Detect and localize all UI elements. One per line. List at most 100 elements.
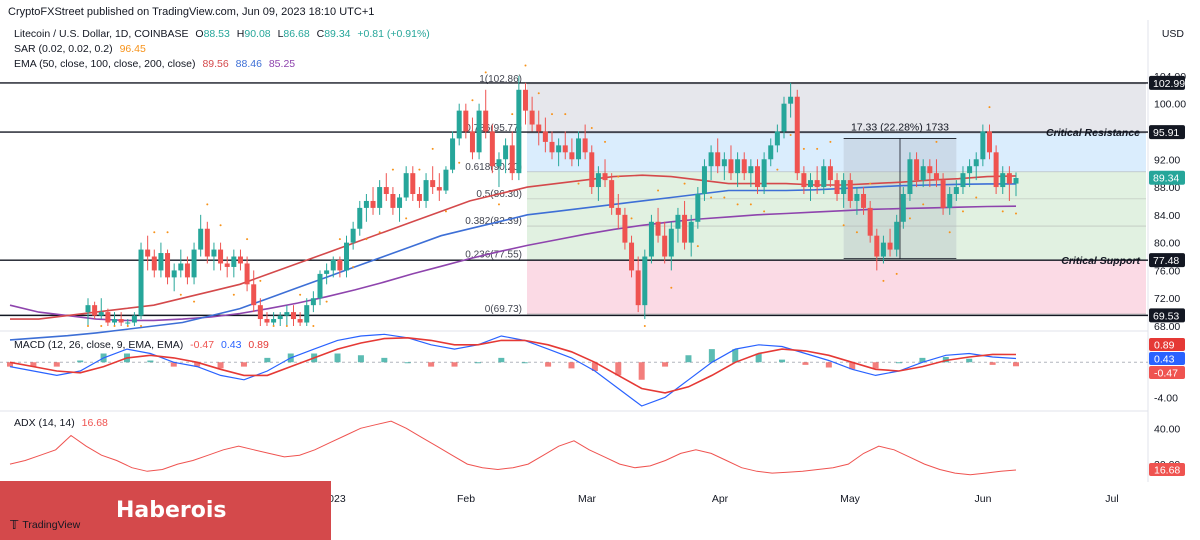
- ohlc-close: 89.34: [324, 28, 351, 40]
- critical-support-label: Critical Support: [1061, 255, 1140, 267]
- candle-body: [105, 312, 111, 323]
- sar-dot: [524, 64, 527, 67]
- candle-body: [986, 131, 992, 153]
- candle-body: [271, 319, 277, 323]
- candle-body: [728, 159, 734, 174]
- currency-label[interactable]: USD: [1161, 28, 1184, 40]
- candle-body: [165, 253, 171, 278]
- candle-body: [748, 166, 754, 174]
- candle-body: [516, 89, 522, 174]
- price-tick-label: 80.00: [1154, 238, 1180, 250]
- candle-body: [357, 207, 363, 229]
- adx-line: [9, 420, 1017, 476]
- sar-legend[interactable]: SAR (0.02, 0.02, 0.2) 96.45: [14, 43, 150, 55]
- candle-body: [900, 194, 906, 222]
- candle-body: [171, 270, 177, 278]
- candle-body: [615, 207, 621, 215]
- candle-body: [562, 145, 568, 153]
- watermark-banner: Haberois: [0, 481, 331, 540]
- candle-body: [542, 131, 548, 142]
- macd-histogram-bar: [849, 362, 856, 370]
- candle-body: [622, 214, 628, 243]
- sar-dot: [272, 325, 275, 327]
- candle-body: [184, 263, 190, 278]
- macd-histogram-bar: [357, 355, 364, 363]
- candle-body: [973, 159, 979, 167]
- macd-histogram-bar: [217, 362, 224, 369]
- candle-body: [436, 187, 442, 191]
- ema50-value: 89.56: [202, 58, 229, 70]
- candle-body: [198, 228, 204, 250]
- macd-histogram-bar: [498, 357, 505, 363]
- candle-body: [456, 110, 462, 139]
- macd-histogram-bar: [942, 357, 949, 363]
- sar-dot: [577, 182, 580, 185]
- ema100-value: 88.46: [235, 58, 262, 70]
- price-tick-label: 72.00: [1154, 293, 1180, 305]
- candle-body: [854, 194, 860, 201]
- candle-body: [370, 200, 376, 208]
- macd-histogram-bar: [147, 360, 154, 363]
- ohlc-close-label: C: [316, 28, 325, 40]
- candle-body: [178, 263, 184, 271]
- candle-body: [794, 96, 800, 174]
- sar-dot: [604, 140, 607, 143]
- macd-signal-value: 0.89: [248, 339, 269, 351]
- macd-legend[interactable]: MACD (12, 26, close, 9, EMA, EMA) -0.47 …: [14, 339, 273, 351]
- macd-histogram-bar: [474, 362, 481, 364]
- sar-dot: [683, 182, 686, 185]
- publish-header: CryptoFXStreet published on TradingView.…: [8, 6, 375, 18]
- macd-histogram-bar: [264, 357, 271, 363]
- candle-body: [145, 249, 151, 257]
- sar-dot: [842, 224, 845, 227]
- price-tick-label: 68.00: [1154, 321, 1180, 333]
- sar-dot: [431, 147, 434, 150]
- candle-body: [880, 242, 886, 257]
- candle-body: [397, 197, 403, 208]
- sar-dot: [908, 217, 911, 220]
- macd-badge: [1149, 352, 1185, 365]
- macd-histogram-bar: [755, 353, 762, 363]
- macd-histogram-bar: [802, 362, 809, 365]
- candle-body: [483, 110, 489, 132]
- ema-legend[interactable]: EMA (50, close, 100, close, 200, close) …: [14, 58, 299, 70]
- candle-body: [609, 180, 615, 208]
- sar-dot: [869, 182, 872, 185]
- fib-zone: [527, 83, 1146, 134]
- adx-tick-label: 40.00: [1154, 423, 1180, 435]
- macd-histogram-bar: [521, 362, 528, 364]
- sar-dot: [391, 168, 394, 171]
- price-tick-label: 88.00: [1154, 182, 1180, 194]
- time-axis-label: Jun: [975, 493, 992, 505]
- macd-histogram-bar: [896, 362, 903, 364]
- sar-dot: [882, 279, 885, 282]
- candle-body: [204, 228, 210, 257]
- ohlc-high-label: H: [236, 28, 245, 40]
- price-tick-label: 84.00: [1154, 210, 1180, 222]
- adx-legend[interactable]: ADX (14, 14) 16.68: [14, 417, 112, 429]
- sar-dot: [418, 168, 421, 171]
- sar-dot: [776, 168, 779, 171]
- candle-body: [867, 207, 873, 236]
- tradingview-logo[interactable]: 𝕋 TradingView: [10, 518, 80, 532]
- fib-zone: [527, 226, 1146, 260]
- sar-dot: [259, 279, 262, 282]
- candle-body: [907, 159, 913, 194]
- sar-dot: [206, 203, 209, 206]
- candle-body: [350, 228, 356, 243]
- candle-body: [85, 305, 91, 313]
- candle-body: [827, 166, 833, 181]
- sar-dot: [1001, 210, 1004, 213]
- candle-body: [224, 263, 230, 267]
- macd-tick-label: -4.00: [1154, 392, 1178, 404]
- measure-label: 17.33 (22.28%) 1733: [851, 121, 949, 133]
- candle-body: [330, 260, 336, 271]
- candle-body: [768, 145, 774, 160]
- candle-body: [980, 131, 986, 160]
- time-axis-label: Mar: [578, 493, 597, 505]
- macd-histogram-bar: [732, 349, 739, 363]
- macd-histogram-bar: [194, 362, 201, 367]
- symbol-name[interactable]: Litecoin / U.S. Dollar, 1D, COINBASE: [14, 28, 189, 40]
- candle-body: [947, 194, 953, 208]
